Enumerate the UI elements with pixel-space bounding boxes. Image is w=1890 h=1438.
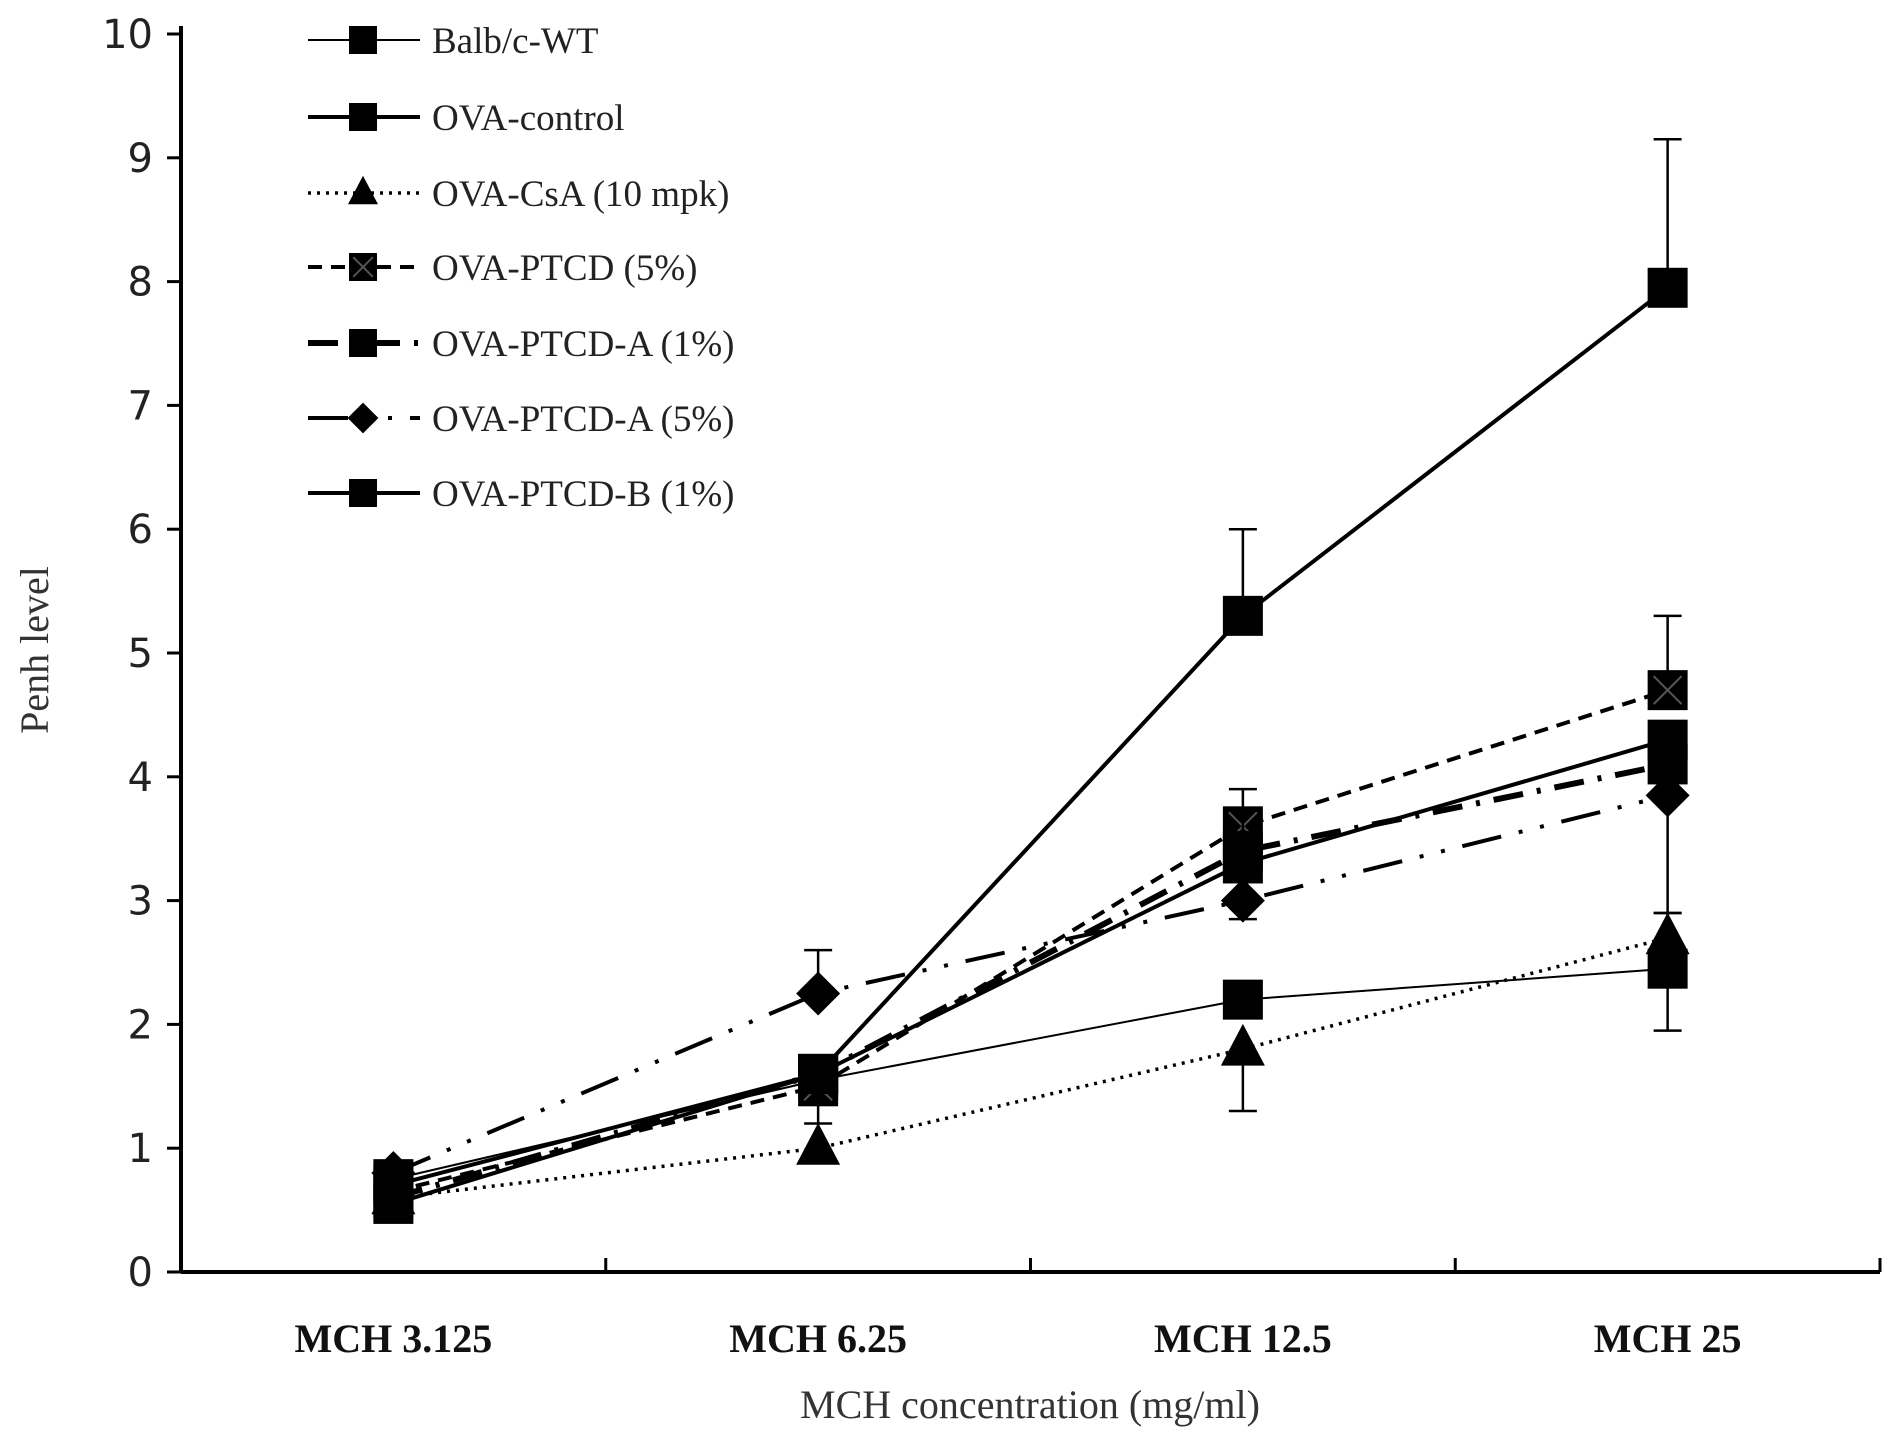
series-2 (371, 911, 1690, 1215)
y-tick-label: 8 (128, 260, 153, 306)
x-category-label: MCH 12.5 (1154, 1316, 1332, 1361)
x-category-label: MCH 3.125 (294, 1316, 492, 1361)
y-axis-label: Penh level (12, 566, 57, 734)
series-5 (371, 773, 1690, 1195)
legend-item: OVA-PTCD (5%) (308, 248, 698, 289)
data-point (1222, 595, 1263, 636)
legend-marker (348, 175, 378, 205)
data-point (1647, 948, 1688, 989)
y-tick-label: 4 (128, 755, 153, 801)
y-tick-label: 3 (128, 879, 153, 925)
y-tick-label: 9 (128, 136, 153, 182)
legend-label: OVA-PTCD (5%) (432, 248, 698, 289)
legend-label: OVA-control (432, 98, 625, 139)
legend-item: OVA-PTCD-A (1%) (308, 324, 735, 365)
series-line (392, 737, 1669, 1206)
legend-label: OVA-PTCD-A (1%) (432, 324, 735, 365)
data-point (796, 1122, 841, 1165)
y-tick-label: 7 (128, 383, 153, 429)
legend-item: OVA-PTCD-B (1%) (308, 474, 735, 515)
data-point (796, 971, 841, 1016)
series-3 (373, 614, 1688, 1212)
legend-marker (349, 329, 377, 357)
legend: Balb/c-WT OVA-control OVA-CsA (10 mpk) OVA-… (308, 21, 735, 515)
data-point (1222, 979, 1263, 1020)
y-tick-label: 0 (128, 1250, 153, 1296)
data-point (1647, 267, 1688, 308)
series-1 (373, 137, 1688, 1206)
legend-marker (349, 103, 377, 131)
series-0 (373, 948, 1688, 1200)
data-point (1645, 912, 1690, 955)
y-tick-label: 6 (128, 507, 153, 553)
y-tick-label: 1 (128, 1126, 153, 1172)
data-point (798, 1053, 839, 1094)
legend-item: OVA-CsA (10 mpk) (308, 174, 729, 215)
legend-item: Balb/c-WT (308, 21, 598, 62)
x-category-label: MCH 6.25 (729, 1316, 907, 1361)
y-tick-label: 2 (128, 1002, 153, 1048)
data-point (373, 1183, 414, 1224)
legend-marker (347, 402, 379, 434)
y-tick-label: 10 (102, 12, 153, 58)
series-line (392, 793, 1669, 1175)
series-6 (373, 719, 1688, 1224)
legend-marker (349, 479, 377, 507)
series-group (371, 137, 1690, 1224)
data-point (1647, 719, 1688, 760)
series-line (393, 967, 1668, 1181)
legend-label: OVA-CsA (10 mpk) (432, 174, 729, 215)
x-axis-label: MCH concentration (mg/ml) (800, 1382, 1260, 1427)
legend-marker (349, 26, 377, 54)
data-point (1222, 843, 1263, 884)
legend-item: OVA-PTCD-A (5%) (308, 399, 735, 440)
legend-label: OVA-PTCD-A (5%) (432, 399, 735, 440)
series-line (392, 286, 1669, 1188)
data-point (1645, 773, 1690, 818)
series-line (393, 936, 1669, 1200)
legend-label: Balb/c-WT (432, 21, 598, 62)
x-category-label: MCH 25 (1594, 1316, 1742, 1361)
marker-cross (1652, 675, 1683, 705)
legend-item: OVA-control (308, 98, 625, 139)
data-point (1220, 878, 1265, 923)
data-point (1220, 1023, 1265, 1066)
marker-cross (352, 256, 374, 278)
series-line (392, 761, 1669, 1201)
axes: 0 1 2 3 4 5 6 7 8 9 10 MCH 3.125 MCH 6.25 MCH 12.5 MCH… (102, 12, 1882, 1361)
legend-label: OVA-PTCD-B (1%) (432, 474, 735, 515)
y-tick-label: 5 (128, 631, 153, 677)
series-line (392, 688, 1669, 1194)
